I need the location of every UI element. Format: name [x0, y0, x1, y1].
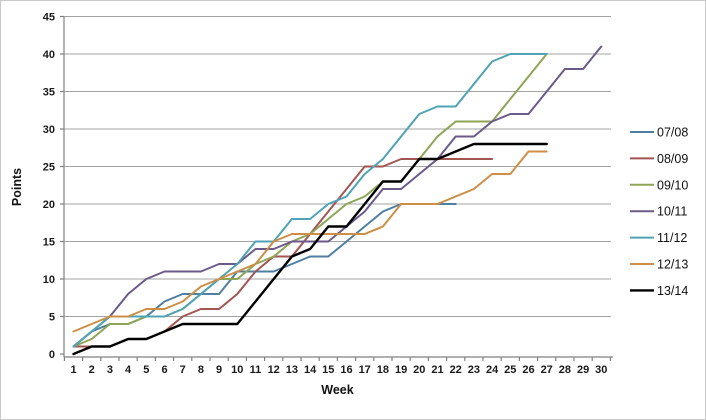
x-tick-label: 14 — [304, 364, 317, 376]
series-line-13-14 — [72, 142, 548, 356]
series-line-07-08 — [72, 203, 457, 348]
x-tick-label: 23 — [468, 364, 480, 376]
y-tick-label: 25 — [43, 162, 55, 174]
x-tick-label: 22 — [450, 364, 462, 376]
y-tick-label: 0 — [49, 349, 55, 361]
x-tick-label: 4 — [125, 364, 132, 376]
x-tick-label: 27 — [541, 364, 553, 376]
x-tick-label: 21 — [431, 364, 443, 376]
legend-label-08-09: 08/09 — [657, 152, 688, 166]
series-line-08-09 — [72, 158, 494, 348]
x-tick-label: 13 — [286, 364, 298, 376]
y-axis-title: Points — [10, 168, 24, 206]
series-line-11-12 — [72, 53, 548, 348]
x-tick-label: 3 — [107, 364, 113, 376]
x-axis-title: Week — [321, 383, 353, 397]
y-tick-label: 15 — [43, 237, 55, 249]
x-tick-label: 18 — [377, 364, 389, 376]
y-tick-label: 45 — [43, 12, 55, 24]
y-tick-label: 30 — [43, 124, 55, 136]
x-tick-label: 16 — [340, 364, 352, 376]
x-tick-label: 24 — [486, 364, 499, 376]
x-tick-label: 6 — [161, 364, 167, 376]
x-tick-label: 30 — [595, 364, 607, 376]
y-tick-label: 40 — [43, 49, 55, 61]
x-tick-label: 12 — [268, 364, 280, 376]
legend-label-07-08: 07/08 — [657, 126, 688, 140]
legend-label-09-10: 09/10 — [657, 178, 688, 192]
series-line-12-13 — [72, 150, 548, 333]
x-tick-label: 9 — [216, 364, 222, 376]
x-tick-label: 25 — [504, 364, 516, 376]
legend-label-13-14: 13/14 — [657, 284, 688, 298]
legend-label-12-13: 12/13 — [657, 258, 688, 272]
x-tick-label: 10 — [231, 364, 243, 376]
x-tick-label: 8 — [198, 364, 204, 376]
x-tick-label: 17 — [359, 364, 371, 376]
x-tick-label: 26 — [522, 364, 534, 376]
x-tick-label: 5 — [143, 364, 149, 376]
x-tick-label: 29 — [577, 364, 589, 376]
x-tick-label: 19 — [395, 364, 407, 376]
legend-label-10-11: 10/11 — [657, 205, 687, 219]
x-tick-label: 15 — [322, 364, 334, 376]
x-tick-label: 20 — [413, 364, 425, 376]
y-tick-label: 5 — [49, 312, 55, 324]
x-tick-label: 28 — [559, 364, 571, 376]
x-tick-label: 1 — [70, 364, 76, 376]
x-tick-label: 7 — [180, 364, 186, 376]
y-tick-label: 35 — [43, 87, 55, 99]
y-tick-label: 20 — [43, 199, 55, 211]
x-tick-label: 2 — [89, 364, 95, 376]
series-line-09-10 — [72, 53, 548, 348]
x-tick-label: 11 — [250, 364, 262, 376]
legend-label-11-12: 11/12 — [657, 231, 687, 245]
y-tick-label: 10 — [43, 274, 55, 286]
